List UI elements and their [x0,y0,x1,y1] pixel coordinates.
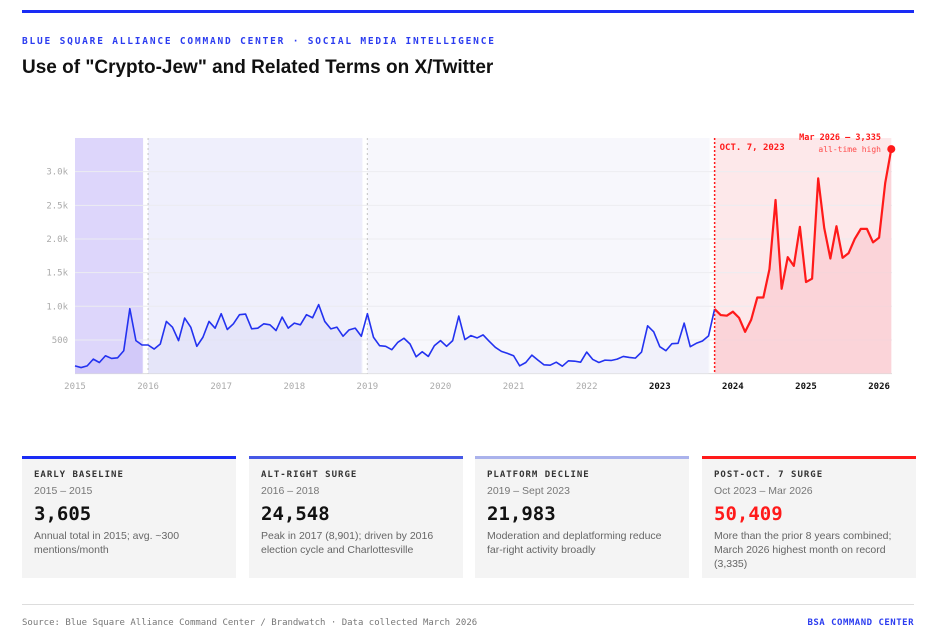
x-tick-label: 2015 [64,382,86,392]
stat-card: PLATFORM DECLINE 2019 – Sept 2023 21,983… [475,456,689,578]
card-range: 2019 – Sept 2023 [487,485,570,497]
y-tick-label: 3.0k [46,168,68,178]
kicker: BLUE SQUARE ALLIANCE COMMAND CENTER · SO… [22,36,496,47]
card-accent-bar [249,456,463,459]
peak-point [887,145,896,154]
series-line-post-oct7 [713,148,893,333]
card-label: PLATFORM DECLINE [487,470,590,480]
area-fill [75,308,143,374]
brand-label: BSA COMMAND CENTER [807,618,914,628]
card-label: ALT-RIGHT SURGE [261,470,358,480]
card-value: 3,605 [34,503,92,525]
x-tick-label: 2018 [283,382,305,392]
card-range: Oct 2023 – Mar 2026 [714,485,813,497]
x-tick-label: 2024 [722,382,744,392]
line-chart: 500 1.0k 1.5k 2.0k 2.5k 3.0k 2015 2016 2017 2018… [46,133,896,392]
y-tick-label: 1.0k [46,302,68,312]
card-value: 24,548 [261,503,330,525]
card-description: Peak in 2017 (8,901); driven by 2016 ele… [261,530,434,556]
stat-card: EARLY BASELINE 2015 – 2015 3,605 Annual … [22,456,236,578]
series-line-pre-oct7 [74,303,716,369]
y-tick-label: 2.0k [46,235,68,245]
card-value: 21,983 [487,503,556,525]
stat-card: ALT-RIGHT SURGE 2016 – 2018 24,548 Peak … [249,456,463,578]
card-description: Annual total in 2015; avg. ~300 mentions… [34,530,180,556]
x-tick-label: 2016 [137,382,159,392]
x-tick-label: 2023 [649,382,671,392]
source-note: Source: Blue Square Alliance Command Cen… [22,618,478,628]
x-tick-label: 2021 [503,382,525,392]
card-range: 2016 – 2018 [261,485,320,497]
x-tick-label: 2019 [357,382,379,392]
x-tick-label: 2022 [576,382,598,392]
card-description: More than the prior 8 years combined; Ma… [714,530,892,570]
y-tick-label: 1.5k [46,269,68,279]
y-tick-label: 2.5k [46,201,68,211]
card-label: EARLY BASELINE [34,470,124,480]
peak-label: Mar 2026 — 3,335 [799,133,881,143]
card-value: 50,409 [714,503,783,525]
area-fill [367,313,709,374]
page-title: Use of "Crypto-Jew" and Related Terms on… [22,57,494,78]
card-range: 2015 – 2015 [34,485,93,497]
oct7-label: OCT. 7, 2023 [720,143,785,153]
card-accent-bar [702,456,916,459]
card-label: POST-OCT. 7 SURGE [714,470,824,480]
period-band [367,138,710,374]
y-tick-label: 500 [52,336,68,346]
x-tick-label: 2017 [210,382,232,392]
footer-divider [22,604,914,605]
card-accent-bar [475,456,689,459]
area-fill [148,304,362,374]
card-description: Moderation and deplatforming reduce far-… [487,530,662,556]
x-tick-label: 2020 [430,382,452,392]
card-accent-bar [22,456,236,459]
x-tick-label: 2026 [868,382,890,392]
x-tick-label: 2025 [795,382,817,392]
top-accent-bar [22,10,914,13]
peak-sublabel: all-time high [818,145,881,154]
stat-card: POST-OCT. 7 SURGE Oct 2023 – Mar 2026 50… [702,456,916,578]
